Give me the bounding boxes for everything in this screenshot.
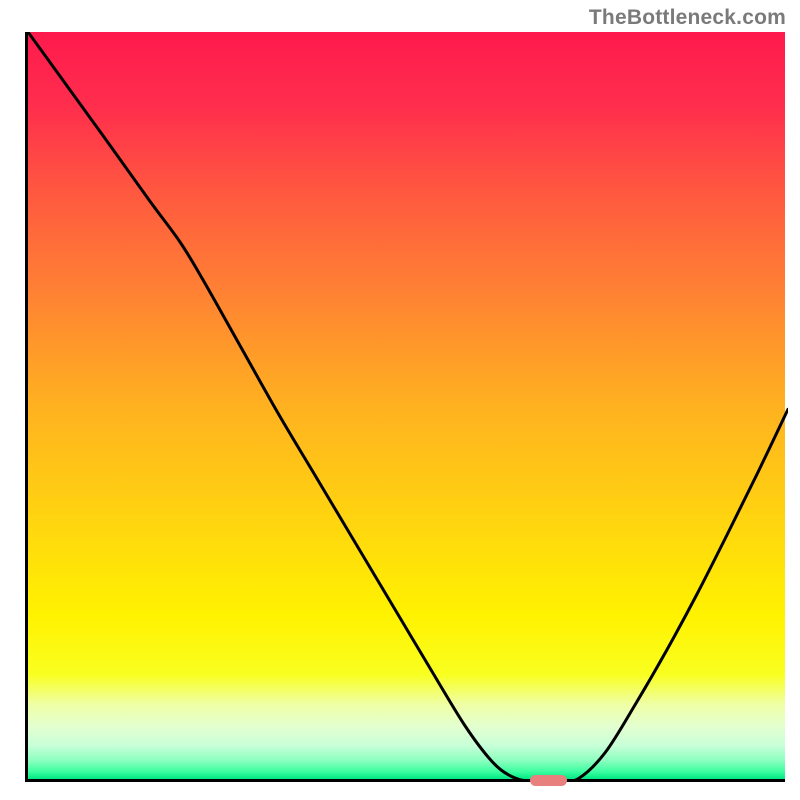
chart-marker-optimal — [530, 775, 566, 786]
watermark-text: TheBottleneck.com — [589, 6, 786, 30]
chart-curve — [28, 32, 788, 782]
chart-plot-area — [25, 32, 785, 782]
